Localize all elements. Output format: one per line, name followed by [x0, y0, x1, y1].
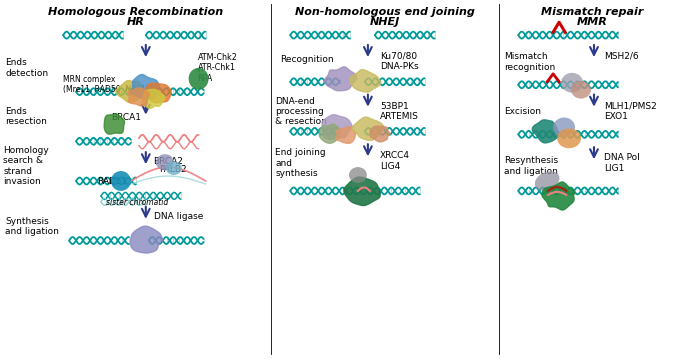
Ellipse shape: [535, 171, 560, 191]
Text: Recognition: Recognition: [280, 55, 334, 64]
Ellipse shape: [553, 117, 575, 137]
Text: End joining
and
synthesis: End joining and synthesis: [275, 148, 326, 178]
Text: 53BP1
ARTEMIS: 53BP1 ARTEMIS: [380, 102, 419, 121]
Text: Resynthesis
and ligation: Resynthesis and ligation: [504, 157, 558, 176]
Polygon shape: [352, 117, 384, 140]
Text: MSH2/6: MSH2/6: [604, 52, 638, 61]
Polygon shape: [336, 127, 356, 143]
Text: DNA ligase: DNA ligase: [153, 212, 203, 221]
Ellipse shape: [571, 81, 591, 99]
Text: RAD51: RAD51: [97, 177, 127, 186]
Text: XRCC4
LIG4: XRCC4 LIG4: [380, 151, 410, 171]
Text: BRCA1: BRCA1: [111, 112, 141, 122]
Text: MMR: MMR: [577, 17, 608, 27]
Text: MLH1/PMS2
EXO1: MLH1/PMS2 EXO1: [604, 102, 657, 121]
Polygon shape: [128, 88, 149, 106]
Text: Non-homologous end joining: Non-homologous end joining: [295, 7, 475, 17]
Ellipse shape: [561, 73, 583, 93]
Polygon shape: [116, 80, 144, 102]
Text: DNA Pol
LIG1: DNA Pol LIG1: [604, 153, 640, 173]
Polygon shape: [325, 67, 356, 91]
Text: PALB2: PALB2: [159, 165, 186, 174]
Text: Ku70/80
DNA-PKs: Ku70/80 DNA-PKs: [380, 52, 419, 71]
Polygon shape: [131, 226, 163, 253]
Polygon shape: [532, 120, 558, 143]
Text: Mismatch repair: Mismatch repair: [540, 7, 643, 17]
Polygon shape: [350, 70, 381, 92]
Text: NHEJ: NHEJ: [370, 17, 400, 27]
Text: DNA-end
processing
& resection: DNA-end processing & resection: [275, 97, 327, 126]
Ellipse shape: [188, 68, 208, 90]
Text: Homology
search &
strand
invasion: Homology search & strand invasion: [3, 146, 49, 186]
Ellipse shape: [155, 154, 174, 170]
Text: Ends
detection: Ends detection: [5, 58, 49, 78]
Text: MRN complex
(Mre11, RAD50, NBS1): MRN complex (Mre11, RAD50, NBS1): [63, 75, 149, 94]
Polygon shape: [142, 89, 164, 108]
Ellipse shape: [111, 171, 131, 191]
Text: sister chromatid: sister chromatid: [106, 198, 169, 207]
Text: Homologous Recombination: Homologous Recombination: [48, 7, 223, 17]
Text: Excision: Excision: [504, 107, 541, 116]
Ellipse shape: [349, 167, 367, 183]
Text: Synthesis
and ligation: Synthesis and ligation: [5, 217, 59, 236]
Text: Mismatch
recognition: Mismatch recognition: [504, 52, 556, 71]
Polygon shape: [145, 83, 171, 103]
Polygon shape: [319, 124, 340, 143]
Polygon shape: [322, 115, 353, 139]
Ellipse shape: [166, 161, 182, 175]
Ellipse shape: [557, 129, 581, 148]
Text: Ends
resection: Ends resection: [5, 107, 47, 126]
Polygon shape: [542, 182, 575, 210]
Text: HR: HR: [127, 17, 145, 27]
Polygon shape: [370, 126, 390, 142]
Text: BRCA2: BRCA2: [153, 157, 183, 166]
Text: ATM-Chk2
ATR-Chk1
RPA: ATM-Chk2 ATR-Chk1 RPA: [197, 53, 238, 83]
Polygon shape: [104, 114, 125, 134]
Polygon shape: [344, 177, 380, 205]
Polygon shape: [130, 75, 160, 99]
